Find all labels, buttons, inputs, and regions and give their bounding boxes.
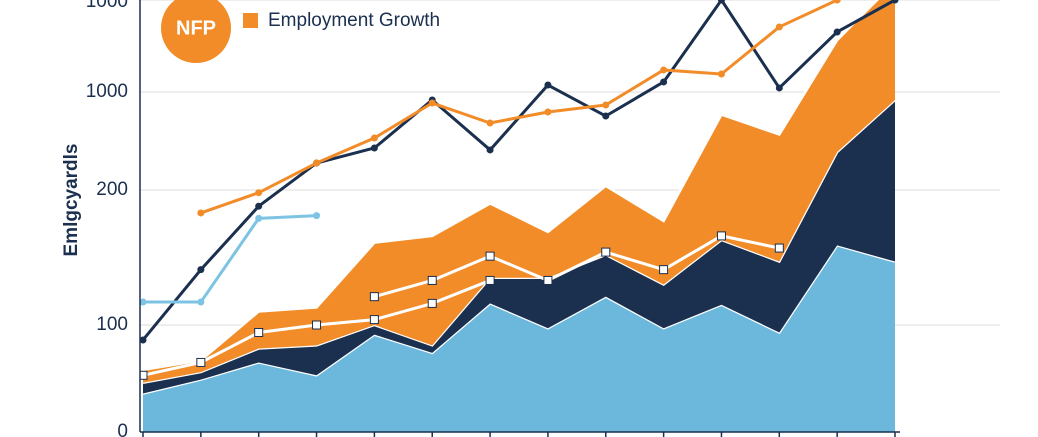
area-edge xyxy=(142,0,879,372)
y-tick-label: 1000 xyxy=(86,81,128,102)
marker xyxy=(486,119,494,127)
marker xyxy=(717,70,725,78)
marker xyxy=(891,0,899,4)
marker xyxy=(197,298,205,306)
marker xyxy=(601,247,611,257)
marker xyxy=(774,243,784,253)
line xyxy=(200,0,838,215)
line xyxy=(143,214,317,304)
marker xyxy=(660,66,668,74)
y-tick-label: 0 xyxy=(117,421,128,437)
marker xyxy=(427,298,437,308)
marker xyxy=(369,315,379,325)
marker xyxy=(255,189,263,197)
marker xyxy=(370,144,378,152)
marker xyxy=(140,298,147,306)
marker xyxy=(196,357,206,367)
marker xyxy=(659,265,669,275)
marker xyxy=(313,159,321,167)
marker xyxy=(833,28,841,36)
y-tick-label: 1000 xyxy=(86,0,128,12)
marker xyxy=(428,99,436,107)
marker xyxy=(255,202,263,210)
axes: 0 100 200 1000 1000 xyxy=(86,0,900,437)
marker xyxy=(140,336,147,344)
area xyxy=(143,245,895,432)
badge xyxy=(161,0,231,63)
marker xyxy=(313,212,321,220)
marker xyxy=(544,81,552,89)
marker xyxy=(660,78,668,86)
marker xyxy=(369,292,379,302)
marker xyxy=(602,112,610,120)
badge-text: NFP xyxy=(176,17,216,39)
plot-area xyxy=(140,0,899,432)
marker xyxy=(775,84,783,92)
marker xyxy=(486,146,494,154)
marker xyxy=(717,0,725,4)
marker xyxy=(775,23,783,31)
y-tick-label: 200 xyxy=(96,179,128,200)
marker xyxy=(485,275,495,285)
marker xyxy=(370,134,378,142)
marker xyxy=(485,251,495,261)
marker xyxy=(140,370,148,380)
legend-label: Employment Growth xyxy=(268,10,440,31)
marker xyxy=(602,101,610,109)
line xyxy=(373,234,780,299)
area xyxy=(143,0,895,383)
marker xyxy=(427,275,437,285)
y-tick-label: 100 xyxy=(96,314,128,335)
marker xyxy=(716,231,726,241)
marker xyxy=(543,275,553,285)
marker xyxy=(544,108,552,116)
marker xyxy=(197,209,205,217)
legend-swatch xyxy=(243,13,258,28)
marker xyxy=(312,320,322,330)
marker xyxy=(254,327,264,337)
marker xyxy=(255,214,263,222)
marker xyxy=(197,266,205,274)
y-axis-title: Emlgcyardls xyxy=(61,144,82,257)
marker xyxy=(833,0,841,4)
